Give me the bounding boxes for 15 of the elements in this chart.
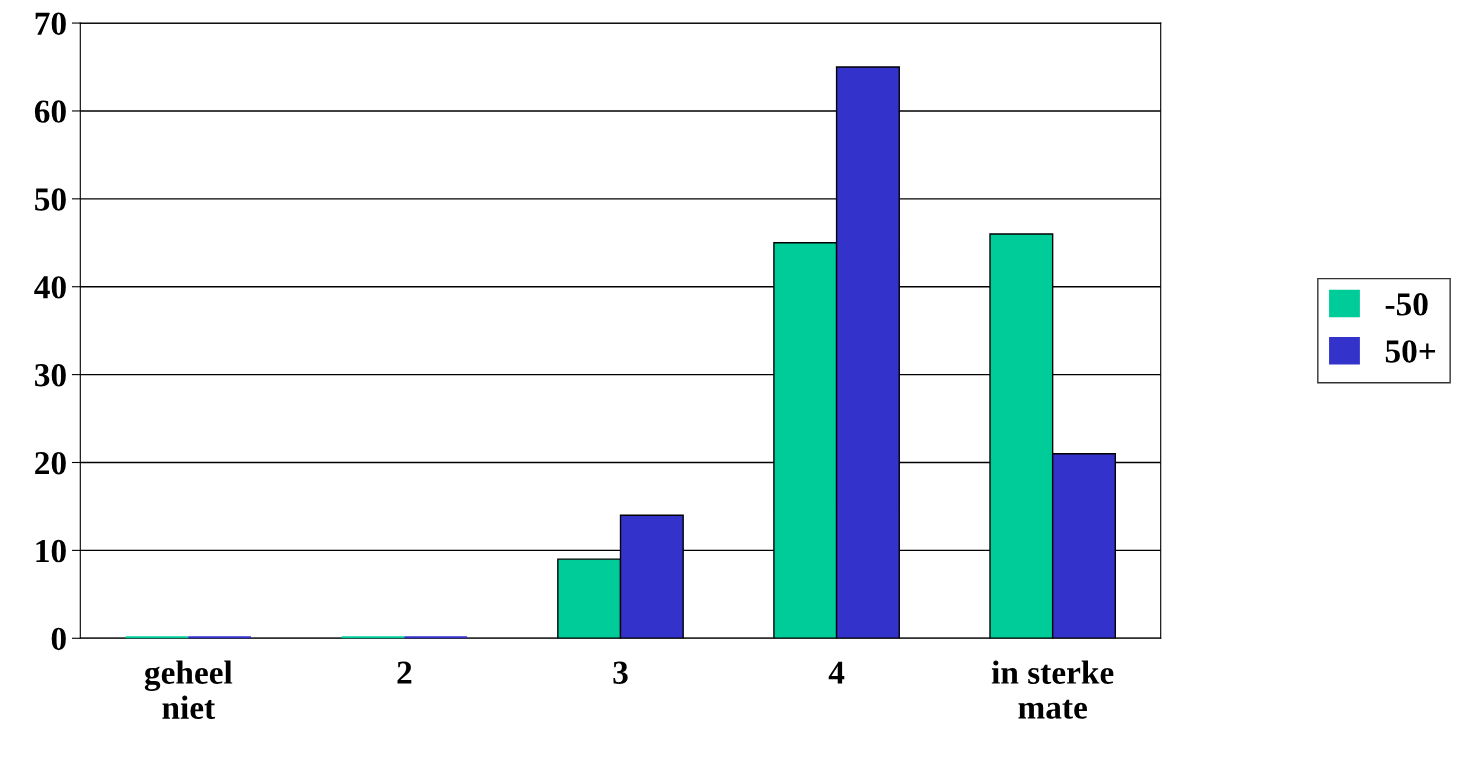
y-tick-label: 10 (36, 539, 66, 563)
x-tick-label: in sterke mate (991, 660, 1114, 719)
legend-label: -50 (1385, 293, 1428, 316)
y-tick-label: 70 (35, 12, 66, 35)
y-tick-label: 60 (34, 100, 66, 123)
y-tick-label: 50 (35, 188, 66, 211)
y-tick-label: 40 (34, 276, 66, 299)
y-tick-label: 20 (35, 451, 66, 475)
x-tick-label: 2 (397, 661, 412, 684)
legend-label: 50+ (1385, 340, 1436, 363)
y-tick-label: 0 (51, 627, 66, 651)
x-tick-label: 3 (613, 661, 628, 684)
x-tick-label: 4 (828, 661, 845, 684)
x-tick-label: geheel niet (144, 660, 233, 720)
y-tick-label: 30 (35, 364, 66, 387)
